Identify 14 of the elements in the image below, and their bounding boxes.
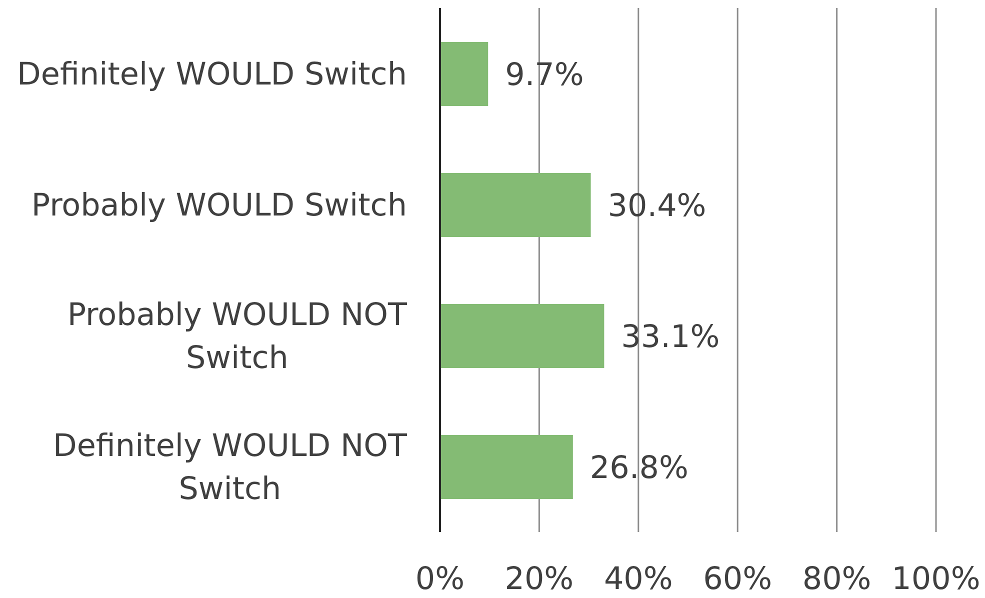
- x-tick-label: 80%: [802, 561, 872, 598]
- y-tick-label: Definitely WOULD NOT Switch: [52, 428, 408, 507]
- bar: [440, 304, 604, 368]
- bar: [440, 42, 488, 106]
- y-tick-label: Probably WOULD Switch: [31, 187, 408, 224]
- x-tick-label: 60%: [703, 561, 772, 598]
- x-tick-label: 20%: [504, 561, 574, 598]
- x-tick-label: 0%: [415, 561, 465, 598]
- y-tick-label: Probably WOULD NOT Switch: [67, 296, 408, 376]
- x-tick-label: 100%: [892, 561, 980, 598]
- x-tick-label: 40%: [604, 561, 673, 598]
- y-tick-label: Definitely WOULD Switch: [17, 56, 407, 92]
- bar: [440, 173, 591, 237]
- bar: [440, 435, 573, 499]
